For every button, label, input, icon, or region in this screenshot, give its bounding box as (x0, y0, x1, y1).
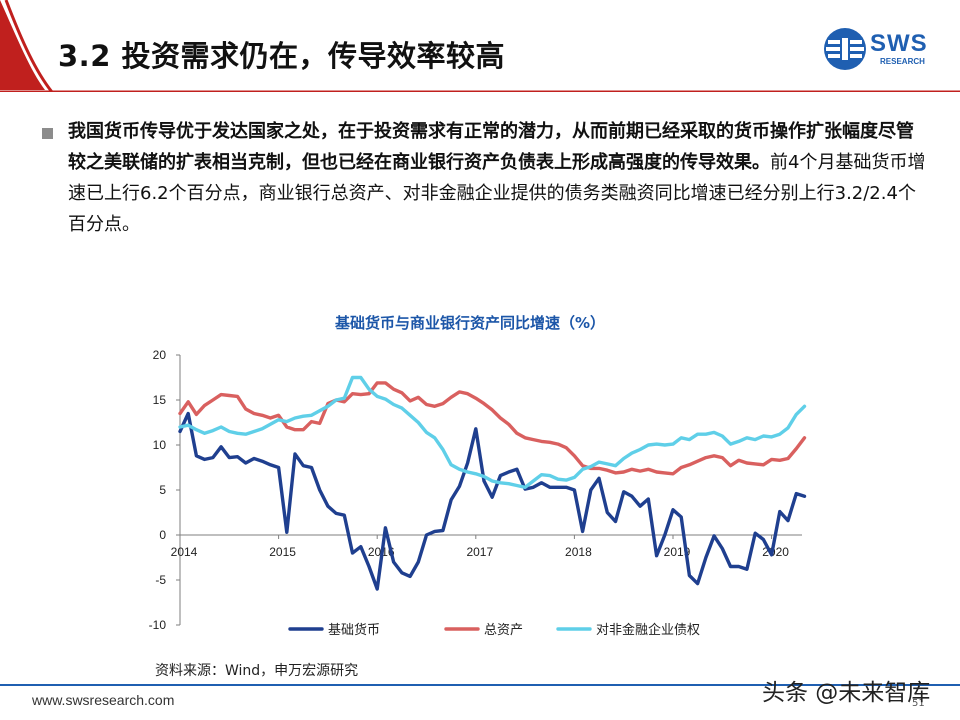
legend-label-2: 总资产 (484, 623, 523, 638)
footer-divider (0, 684, 960, 686)
x-tick-label: 2015 (269, 545, 296, 559)
title-bar-background (0, 0, 960, 92)
legend-label-3: 对非金融企业债权 (596, 622, 700, 638)
y-tick-label: -10 (149, 618, 167, 632)
page-number: 51 (912, 698, 925, 709)
bullet-square-icon (42, 128, 53, 139)
body-normal-text: 前4个月基础货币增速已上行6.2个百分点，商业银行总资产、对非金融企业提供的债务… (68, 152, 926, 235)
x-tick-label: 2018 (565, 545, 592, 559)
sws-globe-icon (824, 28, 866, 70)
source-note: 资料来源：Wind，申万宏源研究 (155, 663, 359, 679)
page-title: 3.2 投资需求仍在，传导效率较高 (58, 39, 505, 73)
chart-title: 基础货币与商业银行资产同比增速（%） (334, 314, 606, 332)
y-tick-label: 5 (159, 483, 166, 497)
x-tick-label: 2014 (171, 545, 198, 559)
series-line-1 (178, 411, 807, 591)
series-line-2 (178, 381, 807, 476)
footer-url[interactable]: www.swsresearch.com (32, 692, 175, 708)
y-tick-label: -5 (155, 573, 166, 587)
body-bold-text: 我国货币传导优于发达国家之处，在于投资需求有正常的潜力，从而前期已经采取的货币操… (68, 121, 914, 173)
logo-text: SWS (870, 30, 928, 57)
y-tick-label: 15 (153, 393, 167, 407)
sws-logo: SWS RESEARCH (822, 24, 940, 74)
title-bar: 3.2 投资需求仍在，传导效率较高 SWS RESEARCH (0, 0, 960, 92)
watermark: 头条 @未来智库 (762, 680, 931, 706)
y-tick-label: 0 (159, 528, 166, 542)
y-tick-label: 10 (153, 438, 167, 452)
logo-subtext: RESEARCH (880, 57, 925, 66)
body-paragraph: 我国货币传导优于发达国家之处，在于投资需求有正常的潜力，从而前期已经采取的货币操… (68, 116, 930, 240)
x-tick-label: 2017 (466, 545, 493, 559)
series-line-3 (178, 375, 807, 490)
legend-label-1: 基础货币 (328, 622, 380, 638)
y-tick-label: 20 (153, 348, 167, 362)
